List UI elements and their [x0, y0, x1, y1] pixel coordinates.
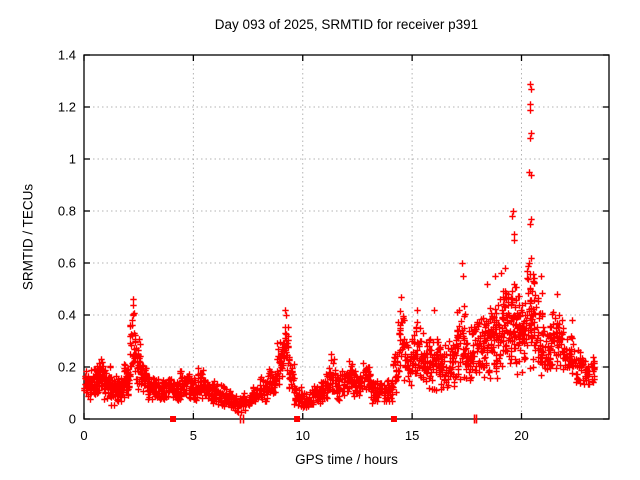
- x-tick-label: 10: [296, 428, 310, 443]
- x-tick-label: 0: [80, 428, 87, 443]
- plot-border: [83, 54, 610, 420]
- y-tick-label: 0.4: [58, 308, 76, 323]
- y-tick-label: 0.6: [58, 256, 76, 271]
- y-tick-label: 0.2: [58, 360, 76, 375]
- y-tick-label: 1.4: [58, 48, 76, 63]
- y-tick-label: 1: [69, 152, 76, 167]
- x-tick-label: 15: [405, 428, 419, 443]
- scatter-points: [81, 81, 598, 416]
- y-tick-label: 0.8: [58, 204, 76, 219]
- x-tick-label: 5: [190, 428, 197, 443]
- axis-square-marker: [390, 416, 397, 422]
- y-tick-label: 1.2: [58, 100, 76, 115]
- chart-title: Day 093 of 2025, SRMTID for receiver p39…: [214, 17, 479, 32]
- axis-bar-markers: [239, 414, 478, 424]
- x-axis-title: GPS time / hours: [295, 452, 398, 467]
- x-tick-label: 20: [514, 428, 528, 443]
- axis-square-marker: [170, 416, 177, 422]
- axis-square-marker: [294, 416, 301, 422]
- y-tick-label: 0: [69, 412, 76, 427]
